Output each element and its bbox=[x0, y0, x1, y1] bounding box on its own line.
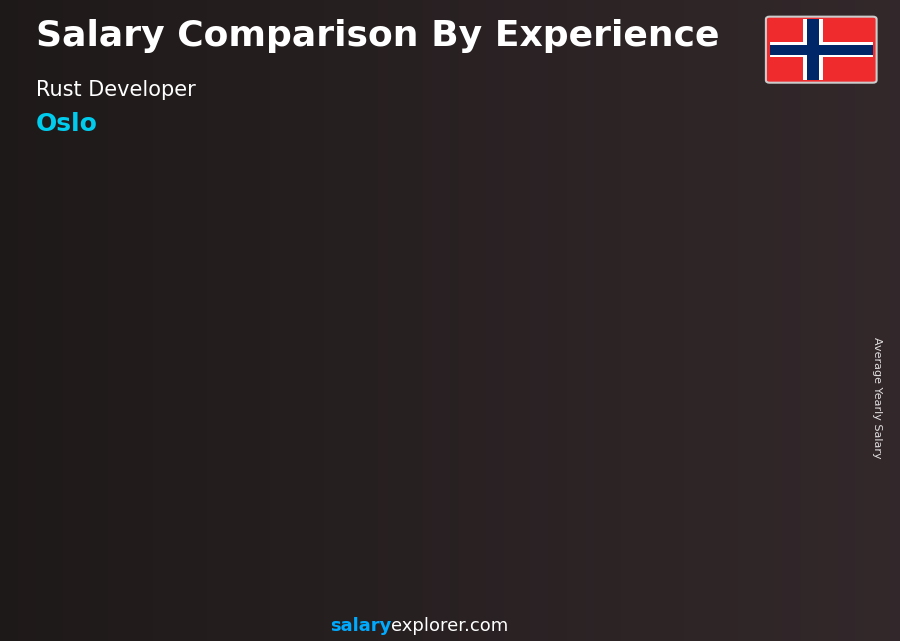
Bar bbox=[200, 437, 266, 577]
Polygon shape bbox=[518, 306, 530, 577]
Polygon shape bbox=[200, 425, 277, 437]
Polygon shape bbox=[392, 354, 403, 577]
Text: 520,000 NOK: 520,000 NOK bbox=[197, 451, 298, 466]
Bar bbox=[326, 370, 392, 577]
Polygon shape bbox=[706, 258, 784, 278]
Text: +8%: +8% bbox=[634, 215, 705, 243]
Polygon shape bbox=[73, 462, 150, 472]
Text: 769,000 NOK: 769,000 NOK bbox=[324, 390, 425, 406]
Bar bbox=[580, 302, 645, 577]
Text: Salary Comparison By Experience: Salary Comparison By Experience bbox=[36, 19, 719, 53]
Text: Oslo: Oslo bbox=[36, 112, 98, 136]
Polygon shape bbox=[645, 283, 657, 577]
Polygon shape bbox=[326, 354, 403, 370]
Text: 389,000 NOK: 389,000 NOK bbox=[65, 483, 166, 497]
Text: +22%: +22% bbox=[371, 253, 461, 281]
Bar bbox=[73, 472, 139, 577]
Text: +9%: +9% bbox=[508, 235, 578, 263]
Bar bbox=[453, 324, 518, 577]
Text: explorer.com: explorer.com bbox=[392, 617, 508, 635]
Text: 937,000 NOK: 937,000 NOK bbox=[450, 350, 552, 365]
Text: Rust Developer: Rust Developer bbox=[36, 80, 196, 100]
Polygon shape bbox=[453, 306, 530, 324]
Polygon shape bbox=[266, 425, 277, 577]
Polygon shape bbox=[139, 462, 150, 577]
Text: salary: salary bbox=[330, 617, 392, 635]
Text: Average Yearly Salary: Average Yearly Salary bbox=[872, 337, 883, 458]
Text: +48%: +48% bbox=[245, 295, 335, 322]
Polygon shape bbox=[772, 258, 784, 577]
Text: 1,110,000 NOK: 1,110,000 NOK bbox=[726, 308, 842, 323]
Text: +34%: +34% bbox=[118, 358, 208, 386]
Polygon shape bbox=[580, 283, 657, 302]
Bar bbox=[706, 278, 772, 577]
Text: 1,020,000 NOK: 1,020,000 NOK bbox=[577, 329, 692, 345]
